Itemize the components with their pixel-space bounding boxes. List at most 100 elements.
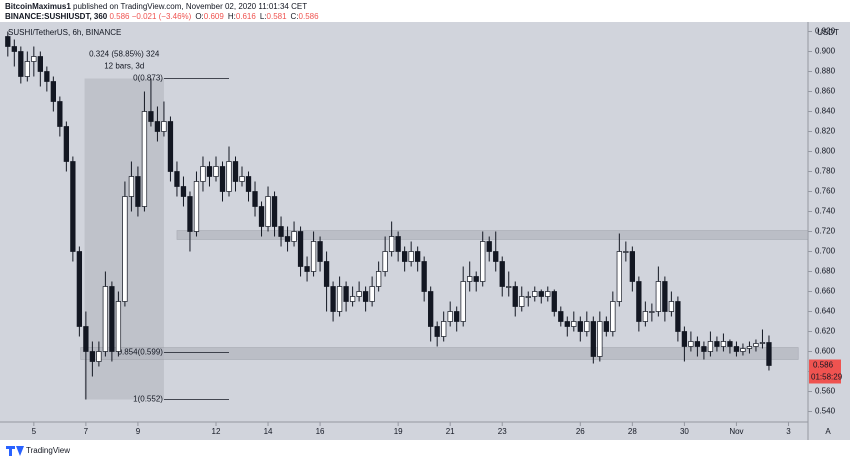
auto-scale: A (825, 427, 831, 436)
candle-body (213, 166, 219, 177)
candle-body (649, 311, 655, 313)
measure-label: 0.324 (58.85%) 324 (89, 50, 160, 59)
y-tick-label: 0.780 (815, 167, 836, 176)
candle-body (499, 261, 505, 287)
candle-body (486, 241, 492, 252)
last-price: 0.586 (813, 361, 834, 370)
candle-body (161, 121, 167, 132)
x-tick-label: 12 (212, 427, 221, 436)
candle-body (187, 196, 193, 232)
candle-body (141, 111, 148, 207)
candle-body (226, 161, 232, 192)
candle-body (245, 176, 252, 192)
candle-body (493, 251, 499, 262)
candle-body (610, 301, 616, 332)
y-tick-label: 0.880 (815, 67, 836, 76)
candle-body (766, 342, 772, 366)
x-tick-label: 28 (628, 427, 637, 436)
candle-body (590, 321, 596, 357)
candle-body (148, 111, 154, 122)
candle-body (388, 236, 395, 252)
x-tick-label: 26 (576, 427, 585, 436)
candle-body (109, 286, 115, 352)
x-tick-label: 21 (446, 427, 455, 436)
candle-body (584, 321, 590, 332)
candle-body (31, 56, 37, 62)
candle-body (76, 251, 83, 327)
x-tick-label: 14 (264, 427, 273, 436)
y-unit: USDT (817, 28, 839, 37)
y-tick-label: 0.900 (815, 47, 836, 56)
candle-body (577, 321, 583, 332)
y-tick-label: 0.560 (815, 387, 836, 396)
candle-body (642, 311, 649, 322)
quote-line: BINANCE:SUSHIUSDT, 360 0.586 −0.021 (−3.… (5, 12, 319, 21)
candle-body (89, 351, 96, 362)
candle-body (369, 286, 375, 302)
candle-body (206, 166, 213, 177)
candle-body (193, 181, 200, 232)
candle-body (258, 206, 265, 227)
y-tick-label: 0.720 (815, 227, 836, 236)
y-tick-label: 0.640 (815, 307, 836, 316)
candle-body (675, 301, 681, 332)
candle-body (460, 281, 466, 322)
candle-body (18, 51, 24, 77)
candle-body (395, 236, 401, 252)
candle-body (694, 341, 701, 347)
candle-body (317, 241, 323, 262)
candle-body (707, 341, 714, 352)
last-price-box (809, 359, 841, 372)
candle-body (44, 71, 50, 82)
y-tick-label: 0.680 (815, 267, 836, 276)
y-tick-label: 0.760 (815, 187, 836, 196)
candle-body (525, 296, 531, 298)
candle-body (408, 251, 414, 262)
symbol: BINANCE:SUSHIUSDT, 360 (5, 12, 108, 21)
candle-body (265, 196, 271, 227)
ohlc-value: 0.581 (267, 12, 288, 21)
candle-body (96, 351, 102, 362)
candle-body (57, 101, 63, 127)
candle-body (278, 226, 284, 237)
candle-body (180, 186, 187, 197)
candle-body (135, 176, 141, 207)
candle-body (480, 241, 486, 282)
candle-body (415, 251, 421, 262)
candle-body (532, 291, 538, 297)
candle-body (740, 348, 746, 352)
candle-body (232, 161, 239, 182)
candle-body (421, 261, 427, 292)
fib-label: 0.854(0.599) (118, 348, 164, 357)
y-tick-label: 0.740 (815, 207, 836, 216)
ohlc-value: 0.586 (299, 12, 320, 21)
candle-body (623, 251, 629, 253)
published-note: published on TradingView.com, November 0… (73, 2, 307, 11)
y-tick-label: 0.600 (815, 347, 836, 356)
countdown: 01:58:29 (811, 373, 843, 382)
ohlc-value: 0.609 (204, 12, 225, 21)
ohlc-key: C: (291, 12, 299, 21)
candle-body (239, 176, 245, 182)
candle-body (727, 341, 733, 347)
candle-body (402, 251, 408, 262)
candle-body (519, 296, 525, 307)
candle-body (291, 231, 297, 242)
candle-body (362, 291, 369, 302)
candle-body (467, 276, 473, 282)
chart-legend: SUSHI/TetherUS, 6h, BINANCE (8, 28, 121, 37)
x-tick-label: 16 (316, 427, 325, 436)
candle-body (115, 301, 122, 352)
candle-body (733, 346, 740, 352)
candle-body (330, 286, 336, 312)
candle-body (5, 36, 11, 47)
measure-label: 12 bars, 3d (104, 62, 144, 71)
candle-body (323, 261, 330, 287)
candle-body (701, 346, 707, 352)
candle-body (167, 121, 174, 172)
candle-body (564, 321, 570, 327)
candle-body (284, 236, 291, 242)
candle-body (759, 342, 766, 344)
candle-body (441, 321, 447, 337)
candle-body (571, 321, 577, 327)
